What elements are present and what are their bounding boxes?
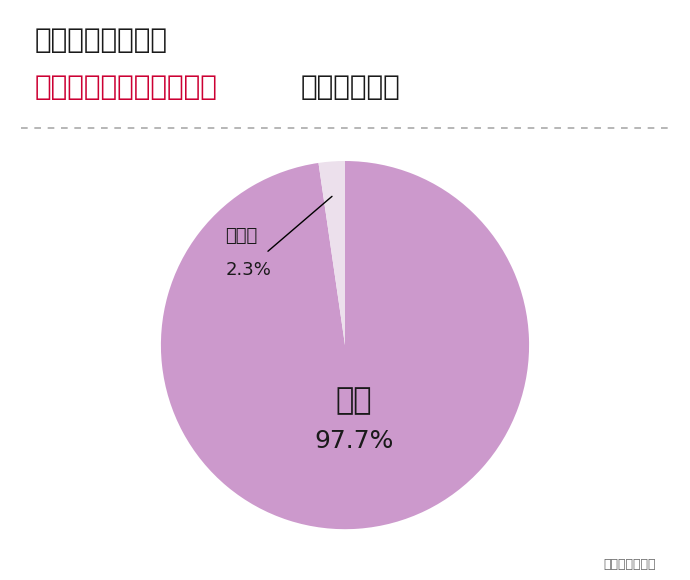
Text: 下がった・集中が切れた: 下がった・集中が切れた bbox=[34, 72, 217, 100]
Text: モチベーションが: モチベーションが bbox=[34, 26, 168, 54]
Text: ことはある？: ことはある？ bbox=[300, 72, 400, 100]
Text: 縁結び大学調べ: 縁結び大学調べ bbox=[603, 559, 655, 571]
Text: いいえ: いいえ bbox=[226, 227, 257, 245]
Text: 97.7%: 97.7% bbox=[315, 429, 394, 453]
Text: はい: はい bbox=[336, 386, 373, 415]
Wedge shape bbox=[319, 161, 345, 345]
Text: 2.3%: 2.3% bbox=[226, 260, 271, 278]
Wedge shape bbox=[161, 161, 529, 529]
